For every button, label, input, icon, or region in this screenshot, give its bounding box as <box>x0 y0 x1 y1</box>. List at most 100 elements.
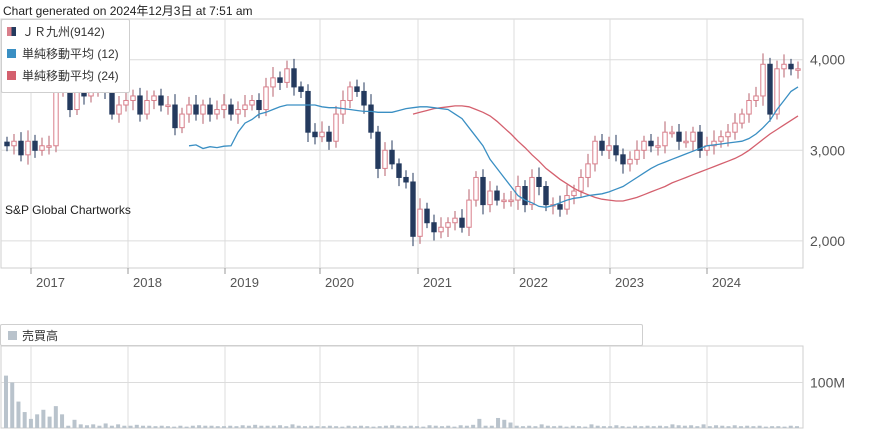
volume-bar <box>134 424 139 428</box>
volume-bar <box>763 426 768 428</box>
candle-body <box>641 140 647 151</box>
candle-body <box>459 217 465 228</box>
volume-bar <box>564 426 569 428</box>
volume-bar <box>633 425 638 428</box>
volume-bar <box>197 425 202 428</box>
x-tick-label: 2017 <box>36 275 65 290</box>
volume-bar <box>172 426 177 428</box>
candle-body <box>501 199 507 203</box>
candle-body <box>452 217 458 224</box>
candle-body <box>711 140 717 147</box>
candle-body <box>354 86 360 92</box>
candle-body <box>662 131 668 147</box>
volume-bar <box>552 426 557 428</box>
volume-bar <box>165 426 170 428</box>
candle-body <box>606 145 612 151</box>
candle-body <box>221 104 227 111</box>
candle-body <box>165 104 171 108</box>
volume-bar <box>377 426 382 428</box>
candle-body <box>340 99 346 115</box>
volume-bar <box>271 425 276 428</box>
volume-bar <box>589 424 594 428</box>
volume-bar <box>527 425 532 428</box>
candle-body <box>179 113 185 129</box>
volume-bar <box>720 425 725 428</box>
candle-body <box>263 86 269 111</box>
volume-bar <box>682 425 687 428</box>
volume-bar <box>701 424 706 428</box>
volume-bar <box>583 426 588 428</box>
volume-bar <box>745 425 750 428</box>
volume-bar <box>614 425 619 428</box>
candle-body <box>697 131 703 151</box>
candle-body <box>298 86 304 92</box>
volume-bar <box>433 425 438 428</box>
candle-body <box>158 95 164 106</box>
candle-body <box>25 140 31 156</box>
legend-item-ma12[interactable]: 単純移動平均 (12) <box>2 42 129 64</box>
x-tick-label: 2023 <box>615 275 644 290</box>
candle-body <box>634 149 640 160</box>
candle-body <box>207 104 213 115</box>
candle-body <box>256 99 262 111</box>
y-tick-label: 4,000 <box>810 52 845 68</box>
candle-body <box>732 122 738 133</box>
volume-bar <box>321 426 326 428</box>
volume-bar <box>477 418 482 428</box>
candle-body <box>774 68 780 115</box>
candle-body <box>487 190 493 206</box>
volume-bar <box>141 425 146 428</box>
legend-label-price: ＪＲ九州(9142) <box>22 24 105 39</box>
legend-item-ma24[interactable]: 単純移動平均 (24) <box>2 64 129 86</box>
candle-body <box>592 140 598 165</box>
moving-average-24-line <box>412 105 799 202</box>
candle-body <box>375 131 381 169</box>
volume-bar <box>116 424 121 428</box>
candle-body <box>389 149 395 165</box>
candle-body <box>739 113 745 124</box>
candle-body <box>627 158 633 165</box>
volume-bar <box>776 426 781 428</box>
candle-body <box>417 208 423 237</box>
volume-bar <box>383 425 388 428</box>
candle-body <box>676 131 682 142</box>
candle-body <box>333 113 339 142</box>
candle-body <box>655 145 661 148</box>
candle-body <box>585 163 591 178</box>
candle-body <box>214 109 220 115</box>
volume-bar <box>371 426 376 428</box>
candle-body <box>361 90 367 106</box>
volume-bar <box>359 425 364 428</box>
volume-bar <box>782 426 787 428</box>
candle-body <box>18 140 24 156</box>
volume-legend[interactable]: 売買高 <box>0 324 643 346</box>
candle-body <box>445 222 451 228</box>
candle-body <box>529 176 535 206</box>
volume-bar <box>72 419 77 428</box>
candle-body <box>508 199 514 203</box>
candle-body <box>753 95 759 101</box>
candle-body <box>284 68 290 83</box>
volume-bar <box>340 426 345 428</box>
volume-bar <box>489 425 494 428</box>
candle-body <box>788 63 794 70</box>
volume-bar <box>109 425 114 428</box>
ma12-swatch-icon <box>7 48 16 58</box>
volume-bar <box>259 425 264 428</box>
candle-body <box>396 163 402 178</box>
candle-body <box>305 90 311 133</box>
volume-bar <box>390 425 395 428</box>
legend-item-price[interactable]: ＪＲ九州(9142) <box>2 20 129 42</box>
candle-body <box>466 199 472 228</box>
candle-body <box>669 131 675 135</box>
volume-bar <box>47 416 52 428</box>
candle-body <box>410 181 416 237</box>
candle-swatch-icon <box>7 26 16 36</box>
volume-bar <box>770 426 775 428</box>
x-tick-label: 2019 <box>230 275 259 290</box>
candle-body <box>39 145 45 151</box>
volume-bar <box>608 426 613 428</box>
volume-bar <box>147 425 152 428</box>
volume-bar <box>732 425 737 428</box>
volume-bar <box>60 414 65 428</box>
